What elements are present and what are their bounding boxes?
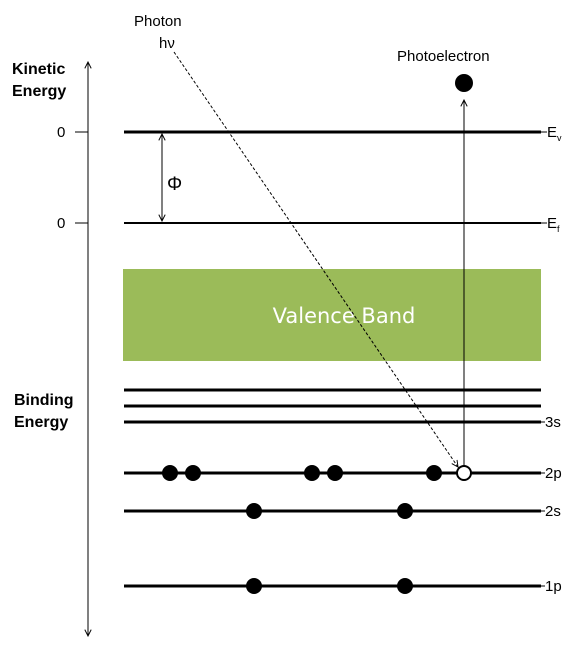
electron-1p-1 — [246, 578, 262, 594]
electron-1p-2 — [397, 578, 413, 594]
electron-2p-3 — [304, 465, 320, 481]
fermi-level-label: Ef — [547, 215, 560, 234]
vacuum-level-label: Ev — [547, 124, 562, 143]
electron-2p-1 — [162, 465, 178, 481]
photoelectron-label: Photoelectron — [397, 48, 490, 65]
electron-2p-5 — [426, 465, 442, 481]
kinetic-label-line1: Kinetic — [12, 61, 65, 78]
electron-2s-2 — [397, 503, 413, 519]
binding-label-line2: Energy — [14, 414, 68, 431]
level-2s-label: 2s — [545, 503, 561, 520]
level-2p-label: 2p — [545, 465, 562, 482]
fermi-tick-label: 0 — [57, 215, 65, 232]
level-3s-label: 3s — [545, 414, 561, 431]
photon-energy-label: hν — [159, 35, 175, 52]
electron-2s-1 — [246, 503, 262, 519]
work-function-symbol: Φ — [167, 174, 182, 195]
photon-label: Photon — [134, 13, 182, 30]
electron-2p-4 — [327, 465, 343, 481]
electron-2p-2 — [185, 465, 201, 481]
valence-band-label: Valence Band — [273, 304, 416, 328]
photon-path-arrow — [173, 51, 458, 467]
photoelectron — [455, 74, 473, 92]
valence-band — [123, 269, 541, 361]
binding-label-line1: Binding — [14, 392, 74, 409]
kinetic-label-line2: Energy — [12, 83, 66, 100]
hole-2p — [456, 465, 472, 481]
level-1p-label: 1p — [545, 578, 562, 595]
vacuum-tick-label: 0 — [57, 124, 65, 141]
